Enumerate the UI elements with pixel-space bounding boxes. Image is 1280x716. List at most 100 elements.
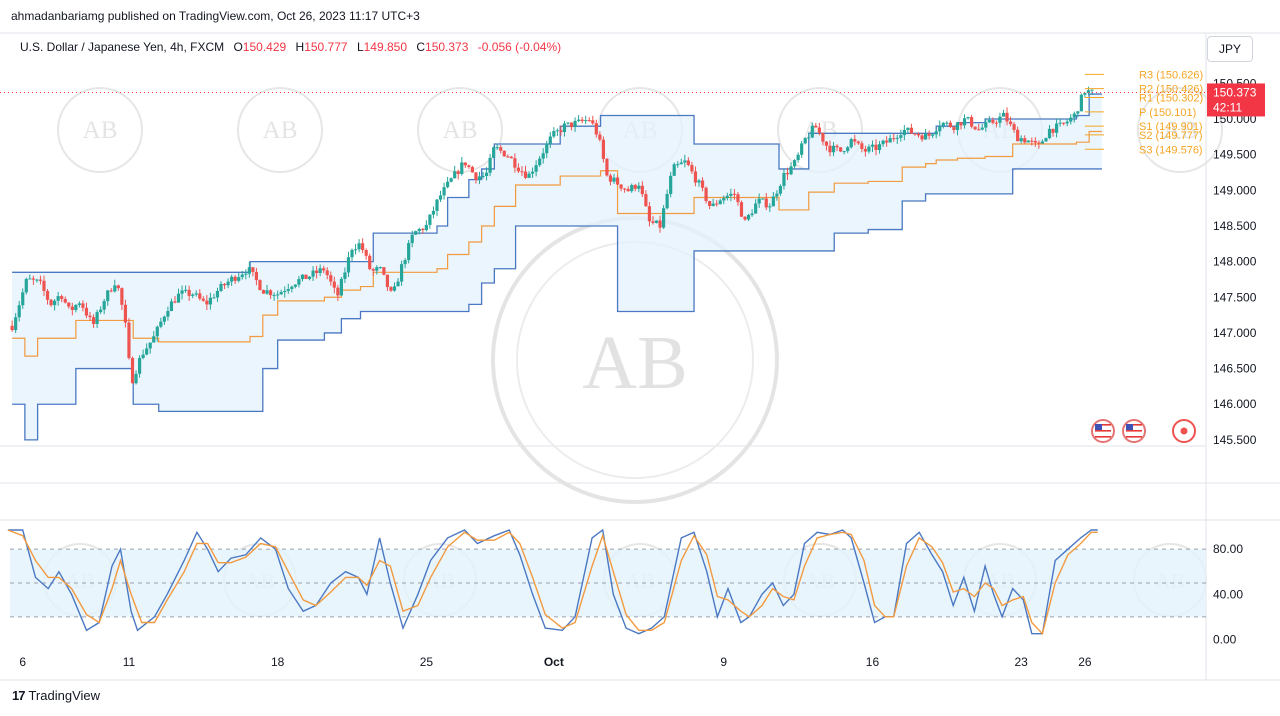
- candle-body: [594, 123, 598, 135]
- time-axis-label: Oct: [544, 655, 564, 669]
- candle-body: [364, 249, 368, 256]
- candle-body: [509, 156, 513, 159]
- stoch-axis-label: 80.00: [1213, 542, 1243, 556]
- stoch-d-line: [7, 529, 1098, 636]
- low-value: 149.850: [363, 40, 408, 54]
- candle-body: [304, 274, 308, 279]
- us-flag-icon[interactable]: [1091, 419, 1115, 443]
- candle-body: [1090, 89, 1094, 91]
- us-flag-stripe: [1095, 430, 1111, 432]
- us-flag-stripe: [1126, 433, 1142, 435]
- candle-body: [300, 274, 305, 280]
- candle-body: [24, 278, 28, 293]
- candle-body: [761, 198, 765, 200]
- symbol-legend[interactable]: U.S. Dollar / Japanese Yen, 4h, FXCM O15…: [20, 40, 561, 54]
- candle-body: [892, 138, 896, 140]
- candle-body: [109, 290, 113, 292]
- us-flag-stripe: [1126, 427, 1142, 429]
- candle-body: [746, 215, 751, 220]
- price-axis-label: 147.500: [1213, 290, 1257, 304]
- candle-body: [346, 257, 351, 273]
- candle-body: [123, 304, 128, 323]
- watermark-seal-text: AB: [443, 117, 478, 144]
- pivot-level-label: S3 (149.576): [1139, 144, 1203, 156]
- candle-body: [640, 185, 644, 195]
- candle-body: [569, 122, 574, 128]
- candle-body: [651, 221, 655, 223]
- close-label: C: [416, 40, 426, 54]
- candle-body: [233, 276, 237, 281]
- footer-brand[interactable]: 17 TradingView: [12, 688, 100, 703]
- pivot-levels: R3 (150.626) R2 (150.426)R1 (150.302) P (1…: [1084, 69, 1203, 156]
- footer-brand-text: TradingView: [28, 688, 101, 703]
- candle-body: [792, 160, 797, 167]
- candle-body: [630, 185, 634, 192]
- candle-body: [414, 231, 418, 235]
- candle-body: [771, 196, 775, 207]
- pivot-level-label: S1 (149.901): [1139, 121, 1203, 133]
- time-axis-label: 23: [1015, 655, 1029, 669]
- candle-body: [831, 145, 836, 153]
- candle-body: [991, 120, 995, 123]
- candle-body: [938, 126, 942, 132]
- candle-body: [449, 178, 453, 182]
- candle-body: [1076, 111, 1080, 114]
- candle-body: [874, 144, 878, 150]
- grid-lines: [0, 32, 1280, 681]
- candle-body: [244, 273, 248, 275]
- candle-body: [987, 120, 991, 123]
- candle-body: [99, 309, 103, 313]
- candle-body: [984, 122, 988, 128]
- candle-body: [91, 317, 96, 324]
- candle-body: [240, 274, 244, 278]
- candle-body: [318, 268, 322, 274]
- candle-body: [1062, 122, 1066, 124]
- candle-body: [290, 286, 294, 290]
- candle-body: [375, 267, 379, 271]
- candle-body: [644, 194, 648, 207]
- candle-body: [612, 177, 616, 182]
- candle-body: [945, 122, 949, 124]
- price-axis[interactable]: 145.500 146.000 146.500 147.000 147.500 148.0…: [1213, 76, 1257, 446]
- candle-body: [647, 206, 652, 222]
- candle-body: [194, 293, 198, 295]
- candle-body: [863, 148, 867, 152]
- candle-body: [353, 249, 358, 251]
- candle-body: [580, 119, 584, 122]
- candle-body: [410, 234, 414, 244]
- candle-body: [176, 293, 181, 303]
- candle-body: [208, 297, 212, 305]
- candle-body: [258, 280, 262, 291]
- candle-body: [541, 153, 545, 159]
- us-flag-canton: [1095, 424, 1102, 430]
- candle-body: [962, 118, 967, 126]
- event-icons[interactable]: [1091, 419, 1196, 443]
- stochastic-pane: 80.00 40.00 0.00: [7, 528, 1243, 646]
- us-flag-icon[interactable]: [1122, 419, 1146, 443]
- currency-button[interactable]: JPY: [1207, 36, 1253, 62]
- price-axis-label: 149.000: [1213, 183, 1257, 197]
- event-marker-icon[interactable]: [1172, 419, 1196, 443]
- candle-body: [254, 271, 259, 281]
- candle-body: [520, 171, 524, 173]
- candle-body: [601, 139, 605, 159]
- watermark-seal-text: AB: [1163, 117, 1198, 144]
- candle-body: [1008, 121, 1013, 125]
- time-axis[interactable]: 6 11 18 25 Oct 9 16 23 26: [19, 655, 1092, 669]
- candle-body: [686, 160, 690, 166]
- us-flag-stripe: [1126, 424, 1142, 426]
- candle-body: [895, 137, 899, 139]
- candle-body: [325, 270, 329, 276]
- candle-body: [506, 156, 510, 158]
- candle-body: [17, 305, 21, 318]
- candle-body: [619, 184, 623, 189]
- candle-body: [1019, 138, 1023, 142]
- candle-body: [700, 180, 705, 188]
- candle-body: [495, 147, 499, 149]
- candle-body: [385, 274, 390, 288]
- candle-body: [453, 171, 457, 179]
- candle-body: [1023, 138, 1027, 143]
- candle-body: [725, 195, 729, 198]
